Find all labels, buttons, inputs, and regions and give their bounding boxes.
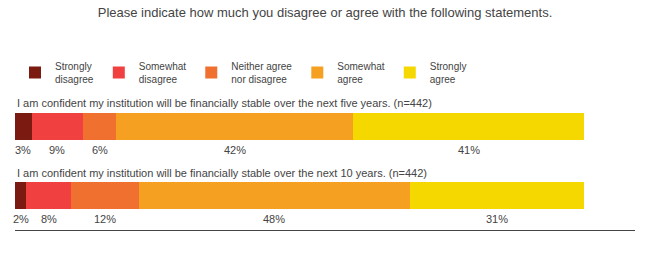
svg-text:9%: 9% [49,144,65,156]
svg-text:Stronglydisagree: Stronglydisagree [55,61,94,85]
svg-text:6%: 6% [92,144,108,156]
svg-text:3%: 3% [15,144,31,156]
svg-text:48%: 48% [263,213,285,225]
svg-text:42%: 42% [224,144,246,156]
svg-text:Neither agreenor disagree: Neither agreenor disagree [231,61,292,85]
svg-text:31%: 31% [486,213,508,225]
svg-text:Somewhatdisagree: Somewhatdisagree [139,61,186,85]
svg-text:12%: 12% [94,213,116,225]
svg-text:8%: 8% [41,213,57,225]
svg-text:Somewhatagree: Somewhatagree [337,61,384,85]
svg-text:Stronglyagree: Stronglyagree [430,61,467,85]
svg-text:41%: 41% [458,144,480,156]
svg-text:I am confident my institution: I am confident my institution will be fi… [17,97,432,109]
svg-text:I am confident my institution: I am confident my institution will be fi… [17,167,427,179]
svg-text:Please indicate how much you d: Please indicate how much you disagree or… [98,5,553,20]
svg-text:2%: 2% [13,213,29,225]
